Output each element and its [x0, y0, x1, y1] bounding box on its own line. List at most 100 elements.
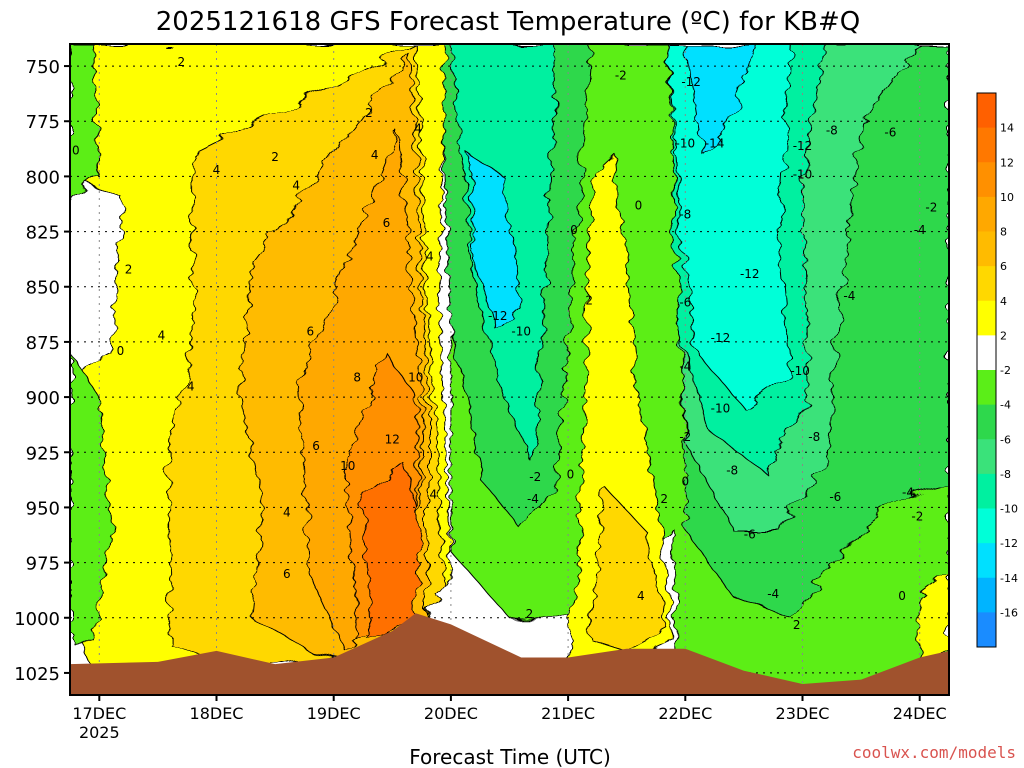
colorbar-tick-label: 6 [1000, 260, 1007, 273]
contour-label: 4 [283, 505, 291, 519]
colorbar-tick-label: -14 [1000, 572, 1018, 585]
field-right-2 [919, 572, 949, 659]
contour-label: -10 [793, 168, 813, 182]
colorbar-tick-label: 8 [1000, 226, 1007, 239]
colorbar-swatch [977, 162, 996, 198]
contour-label: -4 [767, 587, 779, 601]
colorbar-swatch [977, 231, 996, 267]
contour-label: 2 [660, 492, 668, 506]
contour-label: -12 [793, 139, 813, 153]
colorbar-swatch [977, 93, 996, 129]
y-tick-label: 850 [26, 278, 60, 299]
contour-label: 0 [117, 344, 125, 358]
x-tick-label: 20DEC [424, 704, 478, 723]
x-tick-label: 18DEC [190, 704, 244, 723]
temperature-fields [70, 44, 949, 695]
colorbar-swatch [977, 577, 996, 613]
colorbar-swatch [977, 404, 996, 440]
contour-label: -2 [615, 68, 627, 82]
y-tick-label: 900 [26, 388, 60, 409]
colorbar-swatch [977, 196, 996, 232]
colorbar: 14 12 10 8 6 4 2 -2 -4 -6 -8 -10 -12 -14 -16 [976, 92, 1018, 648]
contour-label: -4 [843, 289, 855, 303]
colorbar-swatch [977, 508, 996, 544]
colorbar-tick-label: 2 [1000, 329, 1007, 342]
x-tick-label: 24DEC [893, 704, 947, 723]
contour-label: 0 [72, 143, 80, 157]
plot-area: 20204442464662468101210444-12-10-2-4002-… [69, 43, 950, 696]
contour-label: -12 [681, 75, 701, 89]
contour-label: -2 [911, 510, 923, 524]
colorbar-frame [976, 92, 997, 648]
colorbar-swatch [977, 612, 996, 648]
credit-link[interactable]: coolwx.com/models [852, 743, 1016, 762]
x-tick-sublabel: 2025 [79, 723, 120, 742]
contour-label: 4 [429, 488, 437, 502]
colorbar-tick-label: 12 [1000, 156, 1014, 169]
colorbar-swatch [977, 370, 996, 406]
colorbar-swatch [977, 335, 996, 371]
contour-label: 2 [178, 55, 186, 69]
contour-label: 4 [187, 379, 195, 393]
contour-label: 8 [353, 371, 361, 385]
field-cold-14 [684, 44, 757, 156]
contour-label: 0 [898, 589, 906, 603]
contour-label: 4 [414, 121, 422, 135]
contour-label: -12 [488, 309, 508, 323]
x-tick-label: 21DEC [541, 704, 595, 723]
colorbar-swatch [977, 266, 996, 302]
ground-terrain [70, 613, 949, 695]
field-col-4 [590, 484, 669, 652]
colorbar-tick-label: -16 [1000, 606, 1018, 619]
contour-label: -12 [711, 331, 731, 345]
colorbar-tick-label: -2 [1000, 364, 1011, 377]
contour-label: -2 [925, 201, 937, 215]
x-tick-label: 22DEC [658, 704, 712, 723]
contour-label: -6 [744, 527, 756, 541]
y-tick-label: 750 [26, 57, 60, 78]
contour-label: 4 [637, 589, 645, 603]
contour-label: -4 [679, 360, 691, 374]
contour-label: 0 [567, 468, 575, 482]
field-left-cold-low [70, 351, 112, 641]
x-tick-label: 19DEC [307, 704, 361, 723]
contour-label: 4 [371, 148, 379, 162]
contour-label: -8 [826, 123, 838, 137]
plot-frame [69, 43, 950, 696]
contour-label: -2 [679, 430, 691, 444]
contour-label: -4 [914, 223, 926, 237]
colorbar-swatch [977, 439, 996, 475]
contour-label: 2 [793, 618, 801, 632]
colorbar-tick-label: -6 [1000, 433, 1011, 446]
x-tick-label: 17DEC [72, 704, 126, 723]
contour-label: 6 [306, 324, 314, 338]
contour-label: 2 [271, 150, 279, 164]
y-tick-label: 950 [26, 498, 60, 519]
contour-label: 10 [340, 459, 355, 473]
field-col-2 [567, 153, 675, 663]
colorbar-swatch [977, 543, 996, 579]
colorbar-swatch [977, 300, 996, 336]
contour-label: -6 [679, 296, 691, 310]
y-axis: 750 775 800 825 850 875 900 925 950 975 1000 1025 [14, 57, 70, 685]
contour-label: 0 [570, 223, 578, 237]
contour-labels: 20204442464662468101210444-12-10-2-4002-… [72, 55, 937, 632]
contour-label: 4 [292, 179, 300, 193]
contour-label: -6 [884, 126, 896, 140]
contour-label: 6 [383, 216, 391, 230]
colorbar-tick-label: 4 [1000, 295, 1007, 308]
field-mid-14 [467, 153, 522, 332]
contour-label: -4 [527, 492, 539, 506]
y-tick-label: 975 [26, 554, 60, 575]
contour-label: 2 [125, 263, 133, 277]
colorbar-tick-label: -8 [1000, 468, 1011, 481]
contour-label: -8 [679, 207, 691, 221]
contour-label: 4 [213, 163, 221, 177]
contour-label: 2 [585, 293, 593, 307]
contour-label: 12 [385, 432, 400, 446]
y-tick-label: 800 [26, 167, 60, 188]
contour-label: -10 [675, 137, 695, 151]
contour-label: -12 [740, 267, 760, 281]
